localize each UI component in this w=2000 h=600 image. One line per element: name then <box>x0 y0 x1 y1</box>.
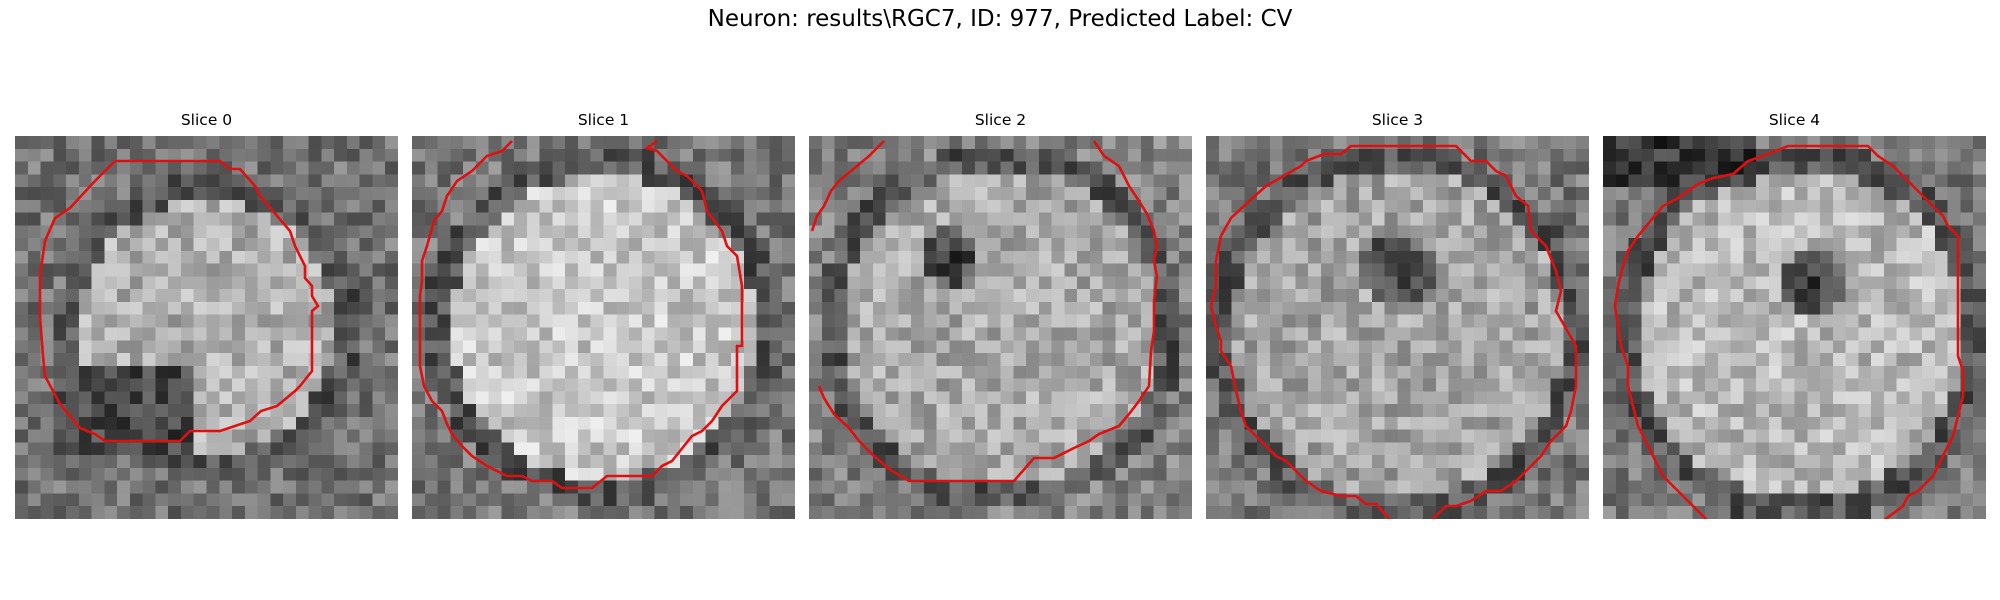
slice-title: Slice 2 <box>974 111 1027 129</box>
slice-panel-2: Slice 2 <box>809 110 1192 519</box>
slice-image <box>809 136 1192 519</box>
slice-image <box>1603 136 1986 519</box>
slice-image <box>1206 136 1589 519</box>
slice-image <box>15 136 398 519</box>
slice-title: Slice 4 <box>1768 111 1821 129</box>
slice-panel-3: Slice 3 <box>1206 110 1589 519</box>
neuron-contour <box>418 139 744 490</box>
neuron-contour <box>1613 144 1965 519</box>
slice-title: Slice 3 <box>1371 111 1424 129</box>
slice-panel-0: Slice 0 <box>15 110 398 519</box>
slice-grayscale-image <box>412 136 795 519</box>
slice-grayscale-image <box>1603 136 1986 519</box>
slice-panel-1: Slice 1 <box>412 110 795 519</box>
neuron-contour <box>1209 144 1578 519</box>
slice-image <box>412 136 795 519</box>
slice-title: Slice 1 <box>577 111 630 129</box>
neuron-contour <box>810 140 1159 483</box>
slice-panel-4: Slice 4 <box>1603 110 1986 519</box>
neuron-contour <box>38 159 320 443</box>
slice-title: Slice 0 <box>180 111 233 129</box>
slice-grayscale-image <box>1206 136 1589 519</box>
figure-title: Neuron: results\RGC7, ID: 977, Predicted… <box>707 6 1293 32</box>
